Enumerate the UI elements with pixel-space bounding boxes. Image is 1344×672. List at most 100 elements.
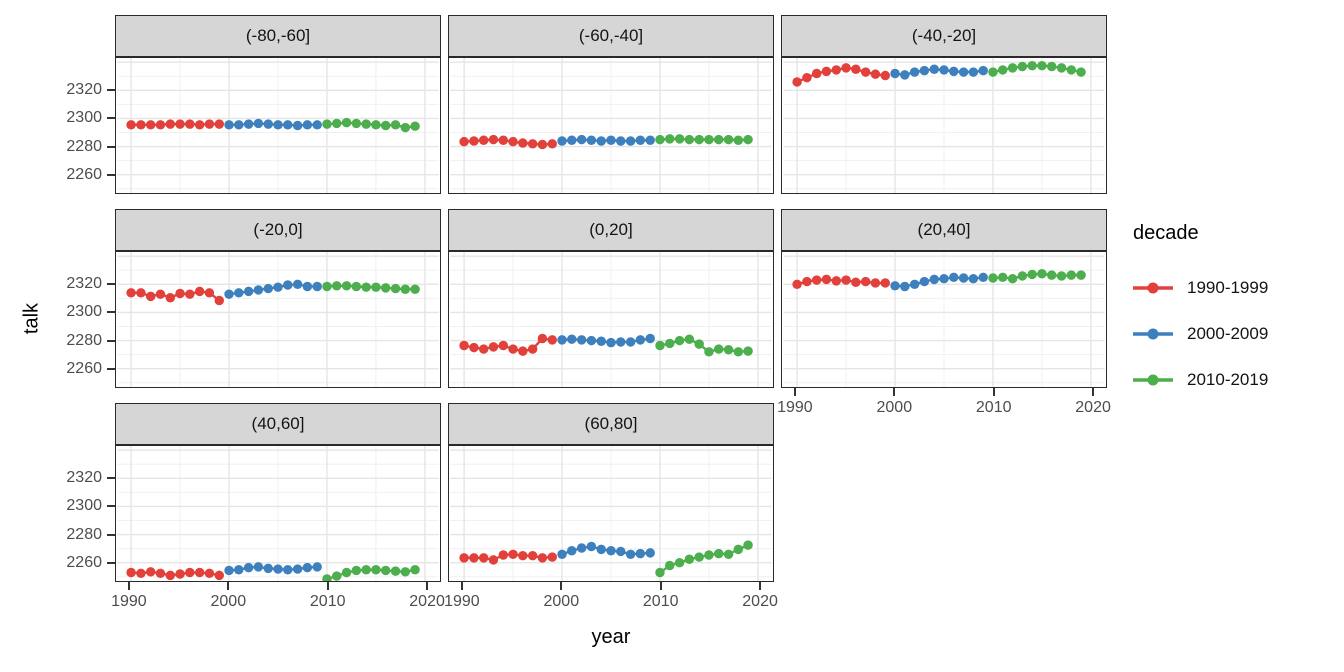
data-point — [390, 283, 401, 294]
data-point — [136, 288, 146, 298]
series-line — [131, 122, 220, 126]
data-point — [263, 563, 273, 574]
data-point — [625, 337, 636, 347]
data-point — [743, 346, 753, 356]
data-point — [831, 276, 842, 286]
data-point — [645, 135, 655, 146]
data-point — [185, 567, 195, 578]
data-point — [508, 136, 518, 147]
data-point — [175, 119, 185, 129]
y-tick-label: 2300 — [66, 303, 102, 321]
data-point — [126, 567, 136, 578]
x-tick-label: 2020 — [1075, 399, 1111, 416]
data-point — [312, 120, 322, 130]
y-tick-label: 2260 — [66, 166, 102, 184]
data-point — [508, 344, 518, 354]
data-point — [380, 120, 391, 131]
legend-item: 2010-2019 — [1133, 357, 1338, 403]
data-point — [459, 136, 469, 147]
series-line — [130, 570, 220, 577]
data-point — [175, 288, 185, 299]
data-point — [713, 548, 724, 559]
data-point — [870, 69, 881, 79]
data-point — [390, 566, 401, 576]
data-point — [1056, 271, 1067, 281]
data-point — [224, 120, 234, 130]
data-point — [576, 543, 587, 553]
data-point — [263, 283, 273, 294]
y-tick-label: 2260 — [66, 360, 102, 378]
data-point — [488, 134, 499, 145]
data-point — [665, 134, 675, 144]
series-line — [228, 565, 318, 572]
data-point — [821, 66, 832, 77]
x-tick-label: 2010 — [309, 593, 346, 610]
data-point — [1076, 67, 1086, 77]
data-point — [625, 549, 636, 560]
data-point — [488, 342, 499, 352]
legend-item-label: 2000-2009 — [1187, 324, 1269, 343]
y-tick-mark — [107, 145, 115, 148]
data-point — [870, 278, 881, 288]
data-point — [136, 120, 146, 130]
data-point — [410, 565, 420, 575]
data-point — [341, 117, 352, 128]
data-point — [596, 336, 606, 347]
data-point — [939, 65, 949, 75]
data-point — [909, 279, 920, 290]
data-point — [596, 544, 606, 555]
data-point — [175, 569, 185, 579]
data-point — [684, 134, 695, 145]
y-tick-label: 2320 — [66, 274, 102, 292]
facet-panel — [448, 57, 774, 194]
data-point — [204, 568, 215, 579]
data-point — [919, 276, 930, 287]
y-tick-mark — [107, 476, 115, 479]
data-point — [224, 289, 234, 299]
data-point — [263, 119, 273, 129]
series-line — [561, 138, 651, 143]
data-point — [674, 557, 685, 568]
data-point — [704, 550, 714, 560]
y-tick-label: 2280 — [66, 525, 102, 543]
x-tick-label: 2000 — [876, 399, 913, 416]
data-point — [635, 548, 646, 559]
data-point — [635, 335, 646, 345]
y-tick-label: 2300 — [66, 497, 102, 515]
data-point — [900, 70, 910, 80]
data-point — [645, 333, 655, 344]
y-tick-mark — [107, 282, 115, 285]
facet-strip-label: (-60,-40] — [578, 26, 644, 45]
series-line — [894, 68, 984, 77]
data-point — [704, 347, 714, 357]
data-point — [616, 136, 626, 146]
data-point — [665, 338, 675, 349]
data-point — [860, 276, 871, 287]
data-point — [1037, 269, 1047, 279]
facet-strip: (60,80] — [448, 403, 774, 445]
data-point — [165, 292, 176, 303]
data-point — [371, 120, 381, 130]
data-point — [332, 571, 342, 581]
data-point — [234, 120, 244, 130]
series-line — [992, 64, 1082, 74]
data-point — [684, 334, 695, 344]
facet-strip-label: (0,20] — [589, 220, 633, 239]
data-point — [586, 541, 597, 552]
data-point — [273, 564, 283, 574]
y-tick-mark — [107, 117, 115, 120]
y-tick-mark — [107, 368, 115, 371]
data-point — [253, 562, 264, 572]
series-line — [561, 545, 651, 556]
data-point — [841, 275, 851, 285]
data-point — [253, 118, 264, 129]
y-tick-mark — [107, 505, 115, 508]
y-tick-label: 2280 — [66, 137, 102, 155]
data-point — [606, 135, 616, 146]
data-point — [253, 285, 264, 295]
data-point — [567, 135, 577, 146]
data-point — [596, 136, 606, 146]
data-point — [1037, 60, 1047, 71]
series-line — [659, 544, 749, 574]
